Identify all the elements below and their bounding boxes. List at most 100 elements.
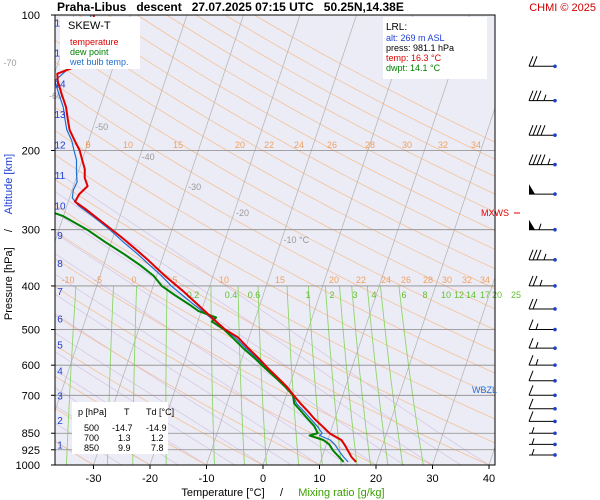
y-axis-label-pressure: Pressure [hPa] <box>3 247 15 320</box>
lrl-title: LRL: <box>386 22 407 33</box>
pressure-tick-label: 500 <box>22 325 40 337</box>
legend-wet-bulb: wet bulb temp. <box>69 57 129 67</box>
wind-barb-feather <box>536 249 542 261</box>
theta-label: 0 <box>85 140 90 150</box>
x-axis-label-mixing: Mixing ratio [g/kg] <box>298 487 384 499</box>
wind-barb-feather <box>528 298 534 310</box>
wind-barb <box>528 319 557 332</box>
theta-label: 32 <box>438 140 448 150</box>
wind-barb <box>528 398 557 411</box>
wind-barb <box>528 125 557 138</box>
table-row-td: 1.2 <box>151 433 164 443</box>
lrl-dewpoint: dwpt: 14.1 °C <box>386 63 441 73</box>
mixing-ratio-label: 4 <box>371 290 376 300</box>
legend-temperature: temperature <box>70 37 119 47</box>
wind-barb-feather <box>532 298 538 310</box>
theta-label: -5 <box>94 275 102 285</box>
theta-label: 26 <box>401 275 411 285</box>
wind-barb-station-dot <box>553 64 557 69</box>
wind-barb <box>528 370 557 383</box>
wind-barb <box>528 275 557 288</box>
mixing-ratio-label: 1 <box>305 290 310 300</box>
chart-title: Praha-Libus descent 27.07.2025 07:15 UTC… <box>57 0 404 14</box>
wind-barb-feather <box>532 154 538 165</box>
mixing-ratio-label: 0.6 <box>248 290 261 300</box>
wind-barb-feather <box>528 354 534 366</box>
wind-barb <box>528 337 557 350</box>
isotherm-line <box>93 15 244 465</box>
isotherm-label: -10 °C <box>284 235 310 245</box>
svg-text:Pressure [hPa] / Altit: Pressure [hPa] / Altitude [km] <box>3 145 15 336</box>
wind-barb-station-dot <box>553 379 557 383</box>
altitude-tick-label: 6 <box>57 314 63 325</box>
pressure-tick-label: 1000 <box>16 460 40 472</box>
wind-barb <box>529 184 557 196</box>
svg-text:Temperature [°C] / Mix: Temperature [°C] / Mixing ratio [g/kg] <box>166 487 393 499</box>
wind-barb-feather <box>532 90 538 101</box>
wind-barb-feather <box>536 90 542 101</box>
mixing-ratio-label: 17 <box>480 290 490 300</box>
lrl-pressure: press: 981.1 hPa <box>386 43 454 53</box>
theta-label: 5 <box>85 140 90 150</box>
wind-barb-feather <box>528 249 534 261</box>
x-tick-label: 10 <box>313 473 325 485</box>
altitude-tick-label: 10 <box>54 201 66 212</box>
isotherm-label: -50 <box>95 122 108 132</box>
pressure-tick-label: 300 <box>22 225 40 237</box>
mixing-ratio-label: 0.4 <box>225 290 238 300</box>
wind-barb-station-dot <box>553 258 557 262</box>
wind-barb-half-feather <box>539 279 543 287</box>
isotherm-line <box>319 15 470 465</box>
altitude-tick-label: 2 <box>57 416 63 427</box>
wind-barb-half-feather <box>531 427 535 434</box>
table-header-t: T <box>124 407 130 417</box>
mixing-ratio-label: 10 <box>441 290 451 300</box>
theta-label: 28 <box>365 140 375 150</box>
isotherm-line <box>432 276 495 465</box>
wind-barb-feather <box>532 249 538 261</box>
altitude-tick-label: 12 <box>54 141 66 152</box>
theta-label: 24 <box>381 275 391 285</box>
wind-barb-half-feather <box>538 223 542 230</box>
isotherm-label: -60 <box>49 91 62 101</box>
dry-adiabat-line <box>137 15 495 213</box>
y-axis-label-sep: / <box>3 228 15 232</box>
wind-barb-half-feather <box>547 158 551 165</box>
mixing-ratio-label: 25 <box>511 290 521 300</box>
isotherms <box>55 15 495 465</box>
mixing-ratio-label: 2 <box>329 290 334 300</box>
altitude-tick-label: 11 <box>55 171 66 182</box>
wind-barb-half-feather <box>535 323 539 330</box>
pressure-tick-label: 600 <box>22 360 40 372</box>
isotherm-label: -70 <box>4 58 17 68</box>
isotherm-label: -20 <box>236 208 249 218</box>
level-table <box>72 402 168 454</box>
wind-barb-half-feather <box>531 438 535 445</box>
wind-barb-station-dot <box>553 393 557 398</box>
wind-barb-station-dot <box>553 419 557 424</box>
wind-barb-feather <box>528 56 534 67</box>
wind-barb <box>529 427 557 436</box>
lrl-altitude: alt: 269 m ASL <box>386 33 445 43</box>
isotherm-label: -30 <box>188 182 201 192</box>
theta-label: -10 <box>61 275 74 285</box>
table-row-td: 7.8 <box>151 443 164 453</box>
table-header-p: p [hPa] <box>78 407 107 417</box>
theta-label: 15 <box>275 275 285 285</box>
lrl-temperature: temp: 16.3 °C <box>386 53 442 63</box>
legend-title: SKEW-T <box>68 20 111 32</box>
x-axis-label-sep: / <box>280 487 284 499</box>
wind-barb-feather <box>540 125 546 136</box>
mxws-marker: MXWS <box>481 208 509 218</box>
pressure-tick-label: 100 <box>22 10 40 22</box>
mixing-ratio-label: 6 <box>401 290 406 300</box>
altitude-tick-label: 7 <box>57 287 63 298</box>
wind-barb-station-dot <box>553 453 557 457</box>
theta-label: 20 <box>235 140 245 150</box>
altitude-tick-label: 5 <box>57 341 63 352</box>
dry-adiabat-line <box>107 15 495 232</box>
theta-label: 22 <box>356 275 366 285</box>
wind-barbs <box>528 56 557 457</box>
wind-barb-station-dot <box>553 406 557 411</box>
theta-label: 0 <box>131 275 136 285</box>
